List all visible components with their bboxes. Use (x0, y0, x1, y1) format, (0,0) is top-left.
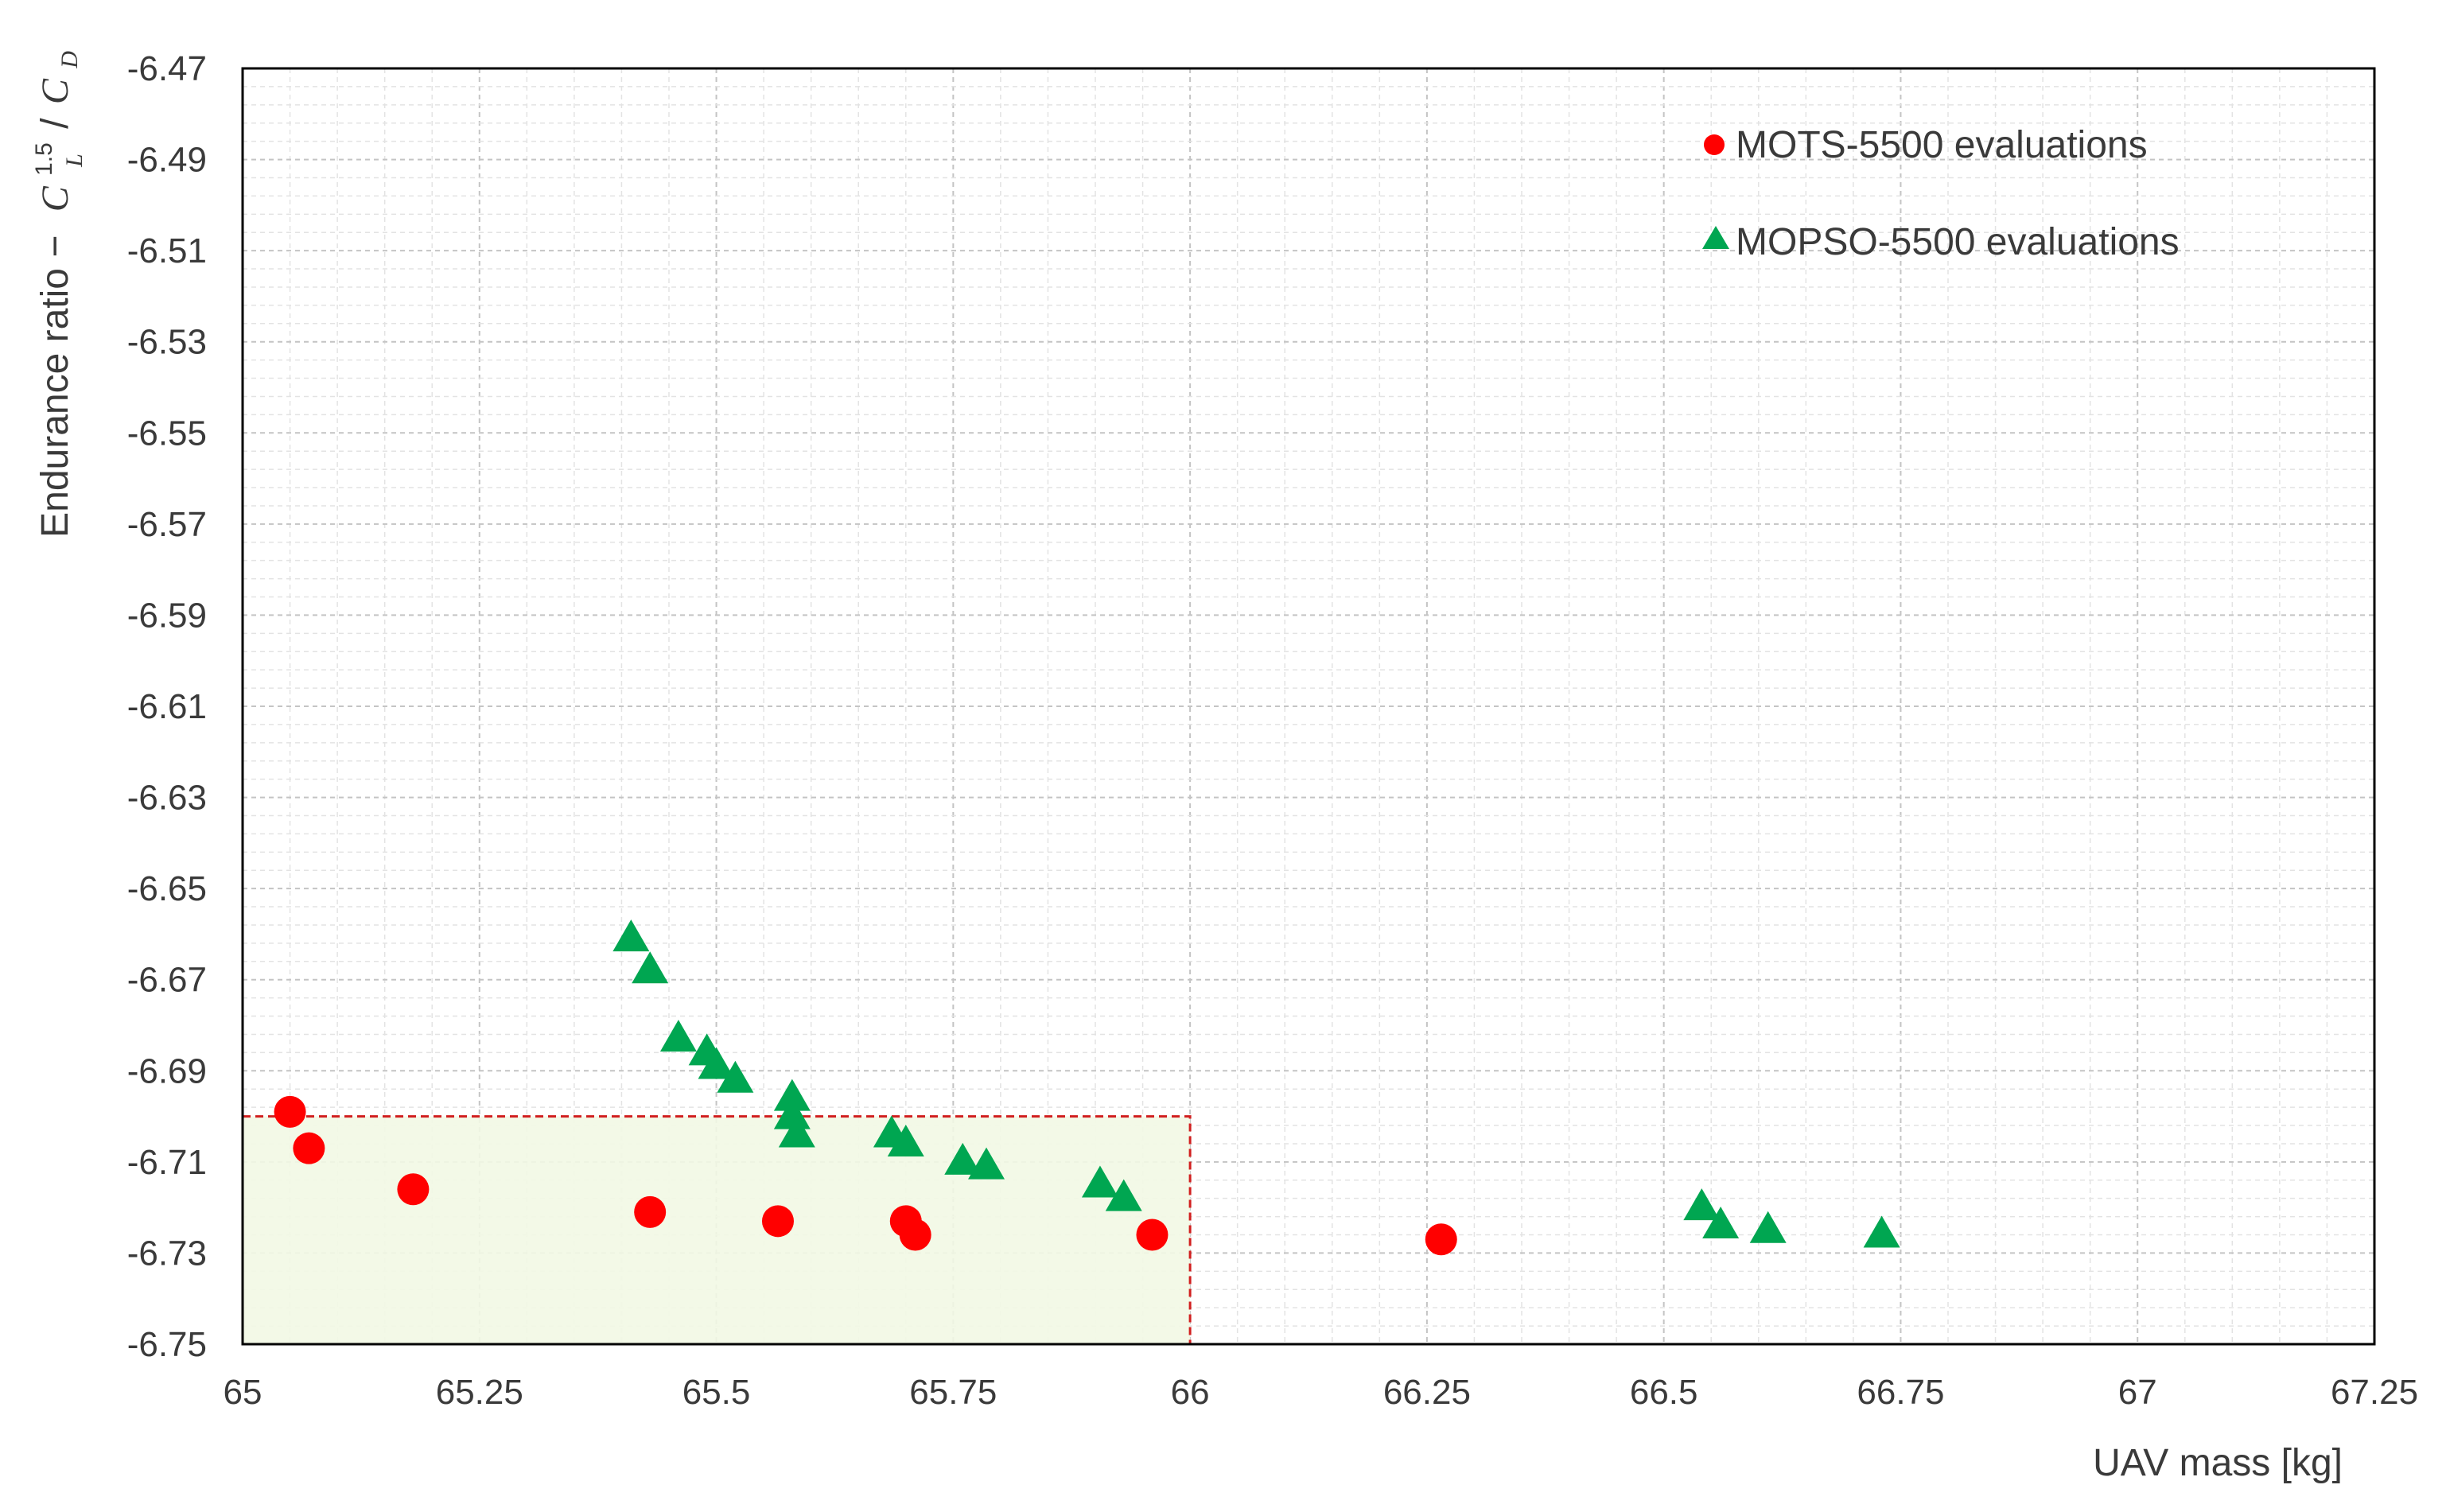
x-tick-label: 66 (1171, 1373, 1210, 1412)
y-tick-label: -6.73 (127, 1234, 207, 1273)
mopso-point (887, 1124, 924, 1156)
y-axis-slash: / (34, 118, 76, 129)
data-points (274, 919, 1900, 1256)
x-tick-label: 65.25 (436, 1373, 523, 1412)
legend-mots-label: MOTS-5500 evaluations (1736, 124, 2148, 166)
mots-point (397, 1173, 430, 1206)
y-tick-label: -6.53 (127, 323, 207, 362)
mopso-point (944, 1142, 982, 1175)
x-tick-label: 66.5 (1630, 1373, 1698, 1412)
x-tick-labels: 65 65.25 65.5 65.75 66 66.25 66.5 66.75 67 67.25 (224, 1373, 2419, 1412)
x-tick-label: 66.75 (1857, 1373, 1944, 1412)
mopso-point (1749, 1211, 1787, 1243)
highlight-region (241, 1115, 1192, 1346)
legend: MOTS-5500 evaluations MOPSO-5500 evaluat… (1702, 124, 2180, 263)
x-tick-label: 67 (2118, 1373, 2157, 1412)
mopso-point (659, 1020, 697, 1052)
y-tick-label: -6.63 (127, 779, 207, 818)
mopso-point (1863, 1215, 1900, 1248)
mots-point (293, 1132, 325, 1164)
mopso-point (698, 1047, 735, 1079)
mopso-point (968, 1147, 1005, 1180)
mots-point (761, 1205, 794, 1238)
y-axis-cl-sub: L (61, 154, 87, 168)
y-tick-label: -6.71 (127, 1143, 207, 1182)
x-tick-label: 67.25 (2331, 1373, 2418, 1412)
x-tick-label: 65.75 (909, 1373, 997, 1412)
mopso-point (1702, 1207, 1740, 1239)
y-tick-labels: -6.47 -6.49 -6.51 -6.53 -6.55 -6.57 -6.59 -6.61… (127, 49, 207, 1364)
x-axis-title: UAV mass [kg] (2093, 1442, 2343, 1484)
plot-frame (241, 67, 2376, 1346)
grid (243, 68, 2374, 1344)
x-tick-label: 65 (224, 1373, 262, 1412)
y-axis-title-text: Endurance ratio − (34, 235, 76, 538)
mopso-point (773, 1079, 811, 1111)
y-tick-label: -6.61 (127, 687, 207, 726)
y-tick-label: -6.57 (127, 505, 207, 544)
mopso-point (1683, 1188, 1721, 1221)
y-tick-label: -6.55 (127, 414, 207, 453)
x-tick-label: 66.25 (1383, 1373, 1471, 1412)
legend-mots-marker (1704, 134, 1725, 155)
mopso-point (1081, 1165, 1118, 1198)
mopso-point (632, 951, 669, 984)
y-axis-cl: C (34, 185, 76, 212)
y-axis-cl-sup: 1.5 (31, 142, 57, 176)
y-tick-label: -6.59 (127, 596, 207, 635)
mots-point (1425, 1223, 1457, 1256)
legend-mopso-label: MOPSO-5500 evaluations (1736, 221, 2180, 263)
y-tick-label: -6.67 (127, 961, 207, 1000)
mopso-point (773, 1097, 811, 1129)
y-tick-label: -6.75 (127, 1325, 207, 1364)
y-tick-label: -6.51 (127, 231, 207, 270)
mots-point (634, 1195, 667, 1228)
y-axis-cd: C (34, 78, 76, 104)
y-tick-label: -6.65 (127, 869, 207, 908)
legend-mopso-marker (1702, 226, 1729, 249)
mopso-point (1105, 1179, 1142, 1211)
y-axis-title: Endurance ratio − C 1.5 L / C D (18, 51, 91, 538)
y-tick-label: -6.69 (127, 1051, 207, 1090)
y-axis-cd-sub: D (56, 51, 83, 69)
mopso-point (778, 1115, 815, 1148)
mots-point (899, 1219, 931, 1251)
mopso-point (612, 919, 650, 952)
mots-point (274, 1095, 306, 1128)
y-tick-label: -6.49 (127, 141, 207, 180)
x-tick-label: 65.5 (682, 1373, 751, 1412)
mopso-point (717, 1060, 754, 1093)
y-tick-label: -6.47 (127, 49, 207, 88)
mots-point (1136, 1219, 1169, 1251)
